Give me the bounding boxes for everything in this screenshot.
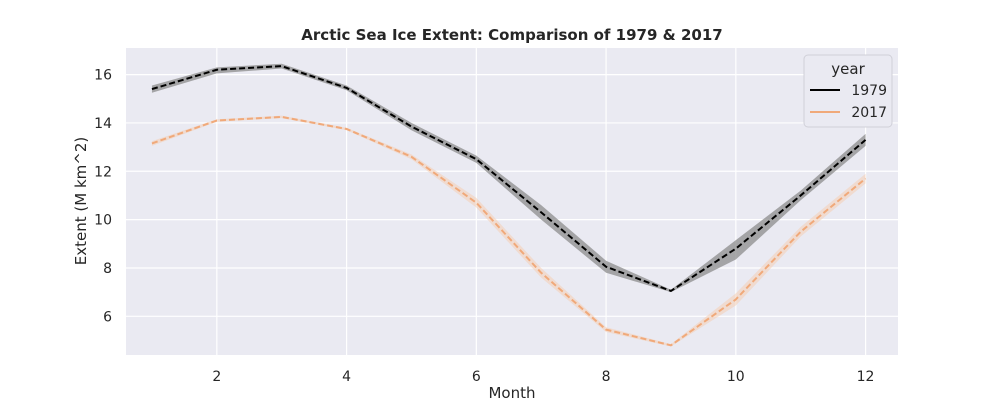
chart-title: Arctic Sea Ice Extent: Comparison of 197… xyxy=(301,26,722,44)
x-tick-label: 6 xyxy=(472,369,481,385)
x-tick-label: 8 xyxy=(602,369,611,385)
series-line-1979 xyxy=(151,65,867,292)
legend-label-2017: 2017 xyxy=(851,105,887,121)
y-tick-label: 14 xyxy=(94,116,112,132)
y-tick-label: 10 xyxy=(94,213,112,229)
legend-label-1979: 1979 xyxy=(851,83,887,99)
x-tick-label: 2 xyxy=(212,369,221,385)
y-tick-label: 16 xyxy=(94,68,112,84)
x-axis-label: Month xyxy=(488,384,535,400)
legend-box xyxy=(803,54,893,128)
y-tick-label: 8 xyxy=(103,261,112,277)
y-tick-label: 6 xyxy=(103,309,112,325)
x-tick-label: 10 xyxy=(727,369,745,385)
x-tick-label: 4 xyxy=(342,369,351,385)
x-tick-labels: 2 4 6 8 10 12 xyxy=(212,369,874,385)
y-tick-labels: 6 8 10 12 14 16 xyxy=(94,68,112,326)
series-line-2017 xyxy=(151,115,867,347)
x-tick-label: 12 xyxy=(857,369,875,385)
plot-area xyxy=(126,48,898,355)
y-axis-label: Extent (M km^2) xyxy=(72,137,90,265)
series-lines xyxy=(151,65,867,347)
legend-title: year xyxy=(831,60,865,78)
legend: year 1979 2017 xyxy=(803,54,893,128)
y-tick-label: 12 xyxy=(94,164,112,180)
